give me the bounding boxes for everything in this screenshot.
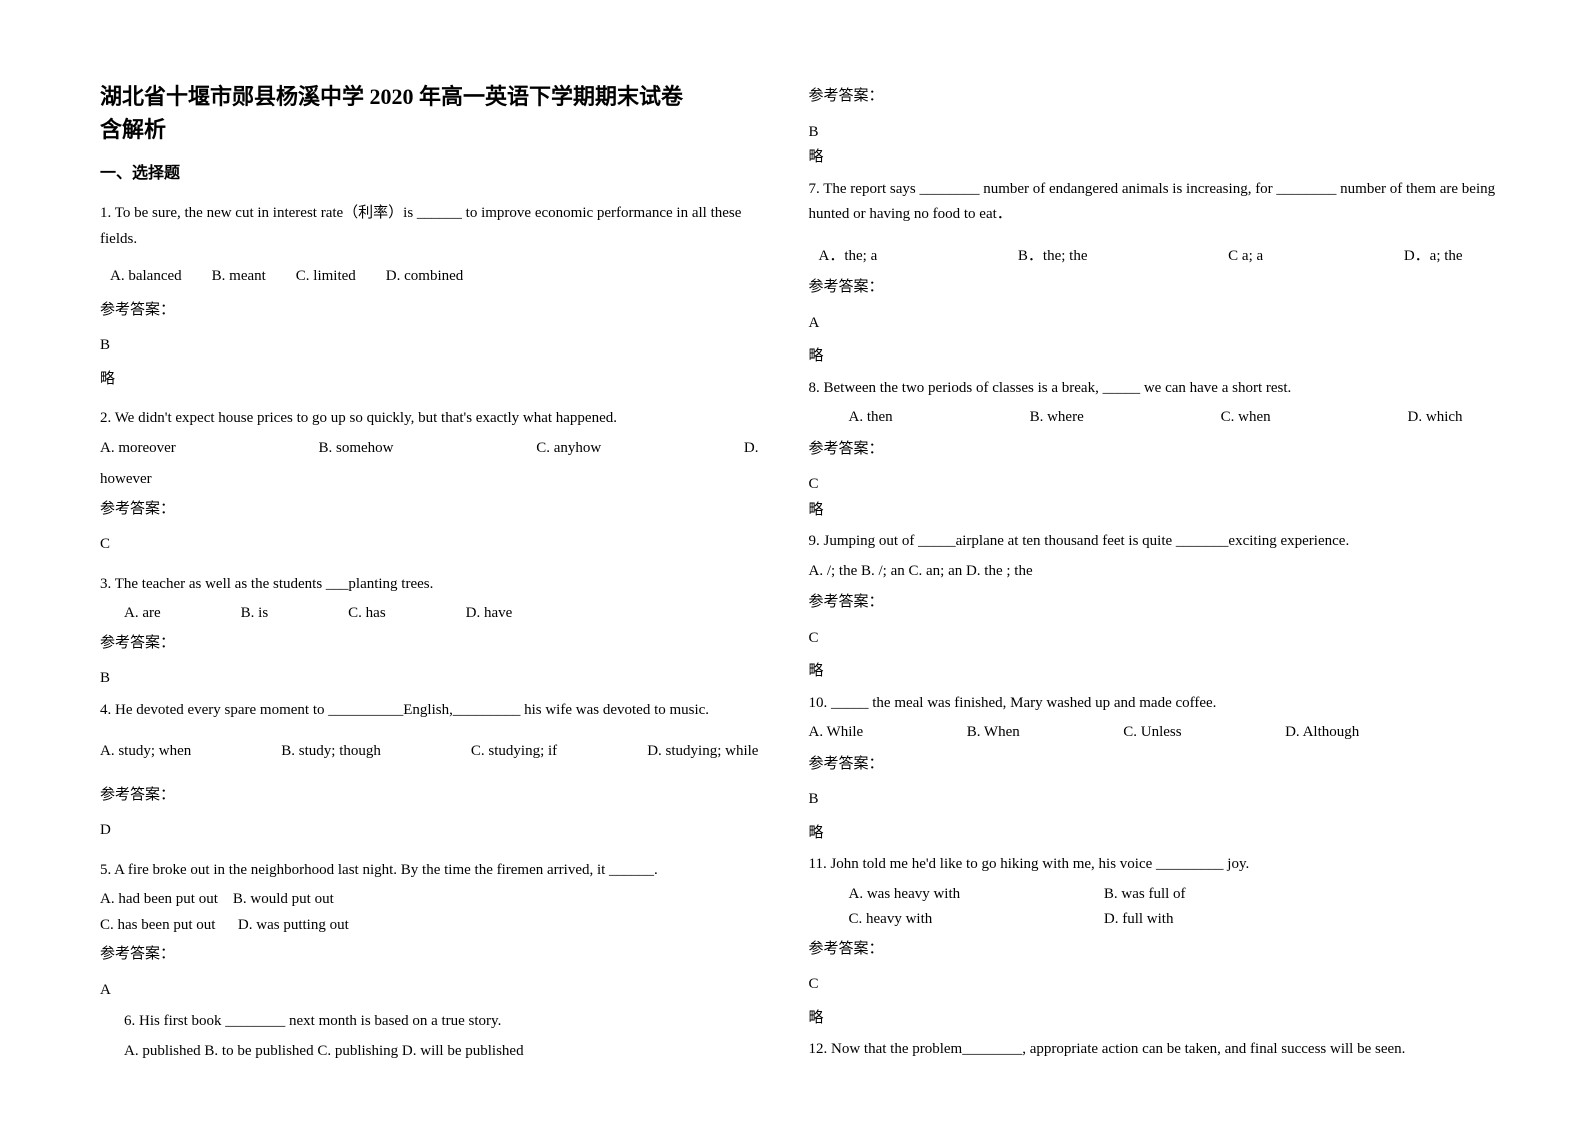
q1-omit: 略: [100, 367, 759, 393]
question-3: 3. The teacher as well as the students _…: [100, 572, 759, 598]
q5-answer: A: [100, 978, 759, 1004]
q2-opt-c: C. anyhow: [536, 436, 601, 462]
question-6: 6. His first book ________ next month is…: [100, 1009, 759, 1035]
answer-label: 参考答案：: [100, 783, 759, 809]
question-3-options: A. are B. is C. has D. have: [100, 601, 759, 627]
q4-opt-a: A. study; when: [100, 739, 191, 765]
left-column: 湖北省十堰市郧县杨溪中学 2020 年高一英语下学期期末试卷 含解析 一、选择题…: [100, 80, 799, 1092]
title-line-2: 含解析: [100, 117, 166, 142]
q2-opt-a: A. moreover: [100, 436, 176, 462]
question-12: 12. Now that the problem________, approp…: [809, 1037, 1498, 1063]
q5-opt-a: A. had been put out: [100, 891, 218, 907]
q5-opt-b: B. would put out: [233, 891, 334, 907]
question-1-options: A. balanced B. meant C. limited D. combi…: [100, 264, 759, 290]
q4-opt-d: D. studying; while: [647, 739, 758, 765]
answer-label: 参考答案：: [100, 497, 759, 523]
question-4: 4. He devoted every spare moment to ____…: [100, 698, 759, 724]
q8-opt-c: C. when: [1221, 405, 1271, 431]
q8-opt-d: D. which: [1408, 405, 1463, 431]
q1-opt-d: D. combined: [386, 264, 463, 290]
q8-opt-b: B. where: [1030, 405, 1084, 431]
q2-opt-d-cont: however: [100, 467, 759, 493]
question-10-options: A. While B. When C. Unless D. Although: [809, 720, 1360, 746]
q10-opt-b: B. When: [967, 720, 1020, 746]
question-8-options: A. then B. where C. when D. which: [809, 405, 1463, 431]
question-8: 8. Between the two periods of classes is…: [809, 376, 1498, 402]
q2-text: 2. We didn't expect house prices to go u…: [100, 410, 617, 426]
q7-opt-a: A．the; a: [819, 244, 878, 270]
q9-answer: C: [809, 626, 1498, 652]
q2-opt-d: D.: [744, 436, 759, 462]
answer-label: 参考答案：: [809, 590, 1498, 616]
q4-answer: D: [100, 818, 759, 844]
q7-opt-b: B．the; the: [1018, 244, 1088, 270]
q4-opt-b: B. study; though: [281, 739, 381, 765]
q5-opt-d: D. was putting out: [238, 917, 349, 933]
title-line-1: 湖北省十堰市郧县杨溪中学 2020 年高一英语下学期期末试卷: [100, 84, 683, 109]
q2-opt-b: B. somehow: [319, 436, 394, 462]
question-5-options-2: C. has been put out D. was putting out: [100, 913, 759, 939]
q1-opt-c: C. limited: [296, 264, 356, 290]
q8-answer: C: [809, 472, 1498, 498]
q11-opt-c: C. heavy with: [849, 907, 1104, 933]
q3-opt-c: C. has: [348, 601, 386, 627]
q11-opt-a: A. was heavy with: [849, 882, 1104, 908]
question-10: 10. _____ the meal was finished, Mary wa…: [809, 691, 1498, 717]
q7-omit: 略: [809, 344, 1498, 370]
question-2: 2. We didn't expect house prices to go u…: [100, 406, 759, 432]
answer-label: 参考答案：: [809, 937, 1498, 963]
question-7: 7. The report says ________ number of en…: [809, 177, 1498, 228]
q11-opt-d: D. full with: [1104, 907, 1359, 933]
question-2-options: A. moreover B. somehow C. anyhow D.: [100, 436, 759, 462]
q8-opt-a: A. then: [849, 405, 893, 431]
q1-opt-a: A. balanced: [110, 264, 182, 290]
answer-label: 参考答案：: [809, 84, 1498, 110]
q1-opt-b: B. meant: [212, 264, 266, 290]
right-column: 参考答案： B 略 7. The report says ________ nu…: [799, 80, 1498, 1092]
question-4-options: A. study; when B. study; though C. study…: [100, 739, 759, 765]
exam-page: 湖北省十堰市郧县杨溪中学 2020 年高一英语下学期期末试卷 含解析 一、选择题…: [0, 0, 1587, 1122]
q3-answer: B: [100, 666, 759, 692]
q10-opt-c: C. Unless: [1123, 720, 1181, 746]
q9-omit: 略: [809, 659, 1498, 685]
section-heading: 一、选择题: [100, 160, 759, 187]
q4-opt-c: C. studying; if: [471, 739, 557, 765]
question-5: 5. A fire broke out in the neighborhood …: [100, 858, 759, 884]
answer-label: 参考答案：: [809, 437, 1498, 463]
question-5-options-1: A. had been put out B. would put out: [100, 887, 759, 913]
q7-opt-d: D．a; the: [1404, 244, 1463, 270]
q10-opt-d: D. Although: [1285, 720, 1359, 746]
question-1: 1. To be sure, the new cut in interest r…: [100, 201, 759, 252]
q10-answer: B: [809, 787, 1498, 813]
answer-label: 参考答案：: [809, 275, 1498, 301]
q6-omit: 略: [809, 145, 1498, 171]
q10-opt-a: A. While: [809, 720, 864, 746]
q5-opt-c: C. has been put out: [100, 917, 215, 933]
q11-answer: C: [809, 972, 1498, 998]
q2-answer: C: [100, 532, 759, 558]
q3-opt-d: D. have: [466, 601, 513, 627]
q11-opt-b: B. was full of: [1104, 882, 1359, 908]
q3-opt-a: A. are: [124, 601, 161, 627]
exam-title: 湖北省十堰市郧县杨溪中学 2020 年高一英语下学期期末试卷 含解析: [100, 80, 759, 146]
q7-opt-c: C a; a: [1228, 244, 1263, 270]
question-9-options: A. /; the B. /; an C. an; an D. the ; th…: [809, 559, 1498, 585]
q10-omit: 略: [809, 821, 1498, 847]
q3-opt-b: B. is: [241, 601, 269, 627]
question-6-options: A. published B. to be published C. publi…: [100, 1039, 759, 1065]
question-7-options: A．the; a B．the; the C a; a D．a; the: [809, 244, 1463, 270]
answer-label: 参考答案：: [100, 942, 759, 968]
q7-answer: A: [809, 311, 1498, 337]
answer-label: 参考答案：: [100, 298, 759, 324]
question-11-options: A. was heavy with C. heavy with B. was f…: [809, 882, 1360, 933]
question-11: 11. John told me he'd like to go hiking …: [809, 852, 1498, 878]
answer-label: 参考答案：: [100, 631, 759, 657]
answer-label: 参考答案：: [809, 752, 1498, 778]
q8-omit: 略: [809, 498, 1498, 524]
q11-omit: 略: [809, 1006, 1498, 1032]
question-9: 9. Jumping out of _____airplane at ten t…: [809, 529, 1498, 555]
q6-answer: B: [809, 120, 1498, 146]
q1-answer: B: [100, 333, 759, 359]
